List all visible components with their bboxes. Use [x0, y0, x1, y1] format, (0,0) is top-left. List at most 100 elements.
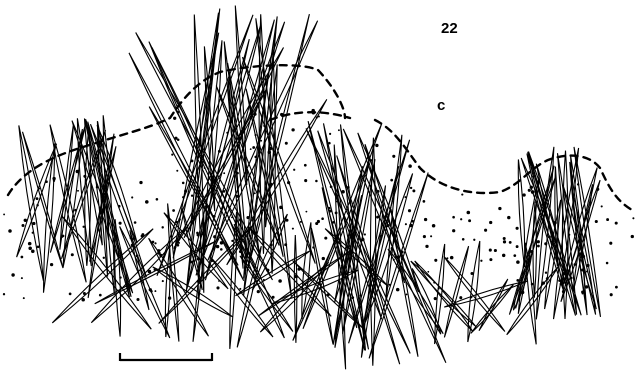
stipple-dot: [82, 225, 85, 228]
stipple-dot: [615, 285, 618, 289]
stipple-dot: [315, 179, 318, 183]
stipple-dot: [433, 297, 437, 301]
spicule: [183, 88, 268, 239]
spicule: [368, 172, 429, 359]
stipple-dot: [231, 239, 234, 243]
stipple-dot: [461, 193, 464, 196]
stipple-dot: [223, 172, 226, 175]
spicule: [233, 223, 285, 339]
stipple-dot: [405, 293, 408, 296]
stipple-dot: [176, 138, 180, 142]
stipple-dot: [49, 262, 54, 267]
stipple-dot: [82, 291, 86, 296]
stipple-dot: [27, 241, 32, 246]
spicule: [324, 228, 389, 288]
stipple-dot: [321, 217, 324, 220]
stipple-dot: [600, 205, 603, 208]
scale-bar: [118, 353, 214, 362]
spicule: [258, 14, 266, 254]
spicule-group: [16, 5, 602, 370]
spicule: [89, 146, 117, 262]
stipple-dot: [171, 153, 174, 156]
stipple-dot: [260, 139, 263, 142]
spicule: [310, 227, 334, 345]
spicule: [84, 127, 92, 266]
stipple-dot: [321, 256, 325, 261]
stipple-dot: [430, 235, 433, 238]
spicule: [119, 226, 171, 339]
stipple-dot: [118, 221, 122, 225]
stipple-dot: [81, 297, 85, 302]
stipple-dot: [311, 111, 316, 115]
spicule: [334, 224, 354, 348]
spicule: [342, 159, 376, 334]
spicule: [128, 52, 245, 281]
stipple-dot: [630, 234, 634, 239]
stipple-dot: [70, 253, 74, 257]
panel-label: c: [437, 97, 446, 114]
stipple-dot: [614, 221, 618, 225]
spicule: [114, 219, 122, 337]
spicule: [544, 199, 562, 310]
stipple-dot: [460, 218, 463, 221]
spicule: [467, 240, 481, 343]
stipple-dot: [291, 227, 294, 230]
spicule: [229, 211, 238, 349]
stipple-dot: [452, 229, 456, 233]
stipple-dot: [468, 219, 472, 223]
stipple-dot: [147, 269, 152, 274]
stipple-dot: [172, 209, 175, 212]
spicule: [506, 266, 559, 336]
spicule: [434, 243, 446, 345]
spicule: [512, 253, 533, 311]
stipple-dot: [488, 248, 492, 252]
stipple-dot: [412, 189, 416, 193]
stipple-dot: [459, 296, 463, 300]
spicule: [293, 234, 298, 343]
spicule: [156, 14, 254, 277]
spicule: [226, 99, 328, 266]
spicule: [59, 125, 74, 250]
stipple-dot: [239, 287, 242, 290]
spicule: [71, 120, 134, 294]
stipple-dot: [515, 226, 519, 230]
spicule: [245, 88, 284, 257]
spicule: [164, 248, 171, 338]
stipple-dot: [431, 224, 436, 228]
stipple-dot: [28, 246, 32, 251]
stipple-dot: [507, 215, 511, 220]
spicule: [307, 120, 366, 351]
stipple-dots: [2, 108, 635, 302]
spicule: [94, 240, 216, 305]
spicule: [96, 121, 109, 277]
stipple-dot: [32, 221, 36, 226]
spicule: [571, 191, 597, 315]
spicule: [390, 208, 419, 357]
spicule: [204, 19, 275, 281]
spicule: [51, 228, 154, 324]
stipple-dot: [605, 261, 609, 265]
stipple-dot: [161, 280, 164, 283]
stipple-dot: [376, 215, 380, 219]
spicule: [305, 128, 411, 354]
spicule: [158, 225, 253, 324]
spicule: [387, 248, 444, 335]
stipple-dot: [480, 259, 483, 262]
spicule: [517, 159, 526, 268]
stipple-dot: [489, 220, 493, 225]
spicule: [363, 166, 400, 322]
stipple-dot: [395, 287, 400, 292]
stipple-dot: [423, 217, 428, 222]
stipple-dot: [516, 260, 520, 264]
stipple-dot: [98, 293, 102, 297]
stipple-dot: [102, 256, 105, 259]
stipple-dot: [446, 257, 449, 260]
stipple-dot: [11, 273, 15, 277]
stipple-dot: [606, 218, 610, 222]
stipple-dot: [133, 221, 137, 224]
stipple-dot: [427, 270, 430, 273]
stipple-dot: [215, 244, 220, 249]
stipple-dot: [36, 245, 40, 249]
stipple-dot: [466, 210, 471, 215]
